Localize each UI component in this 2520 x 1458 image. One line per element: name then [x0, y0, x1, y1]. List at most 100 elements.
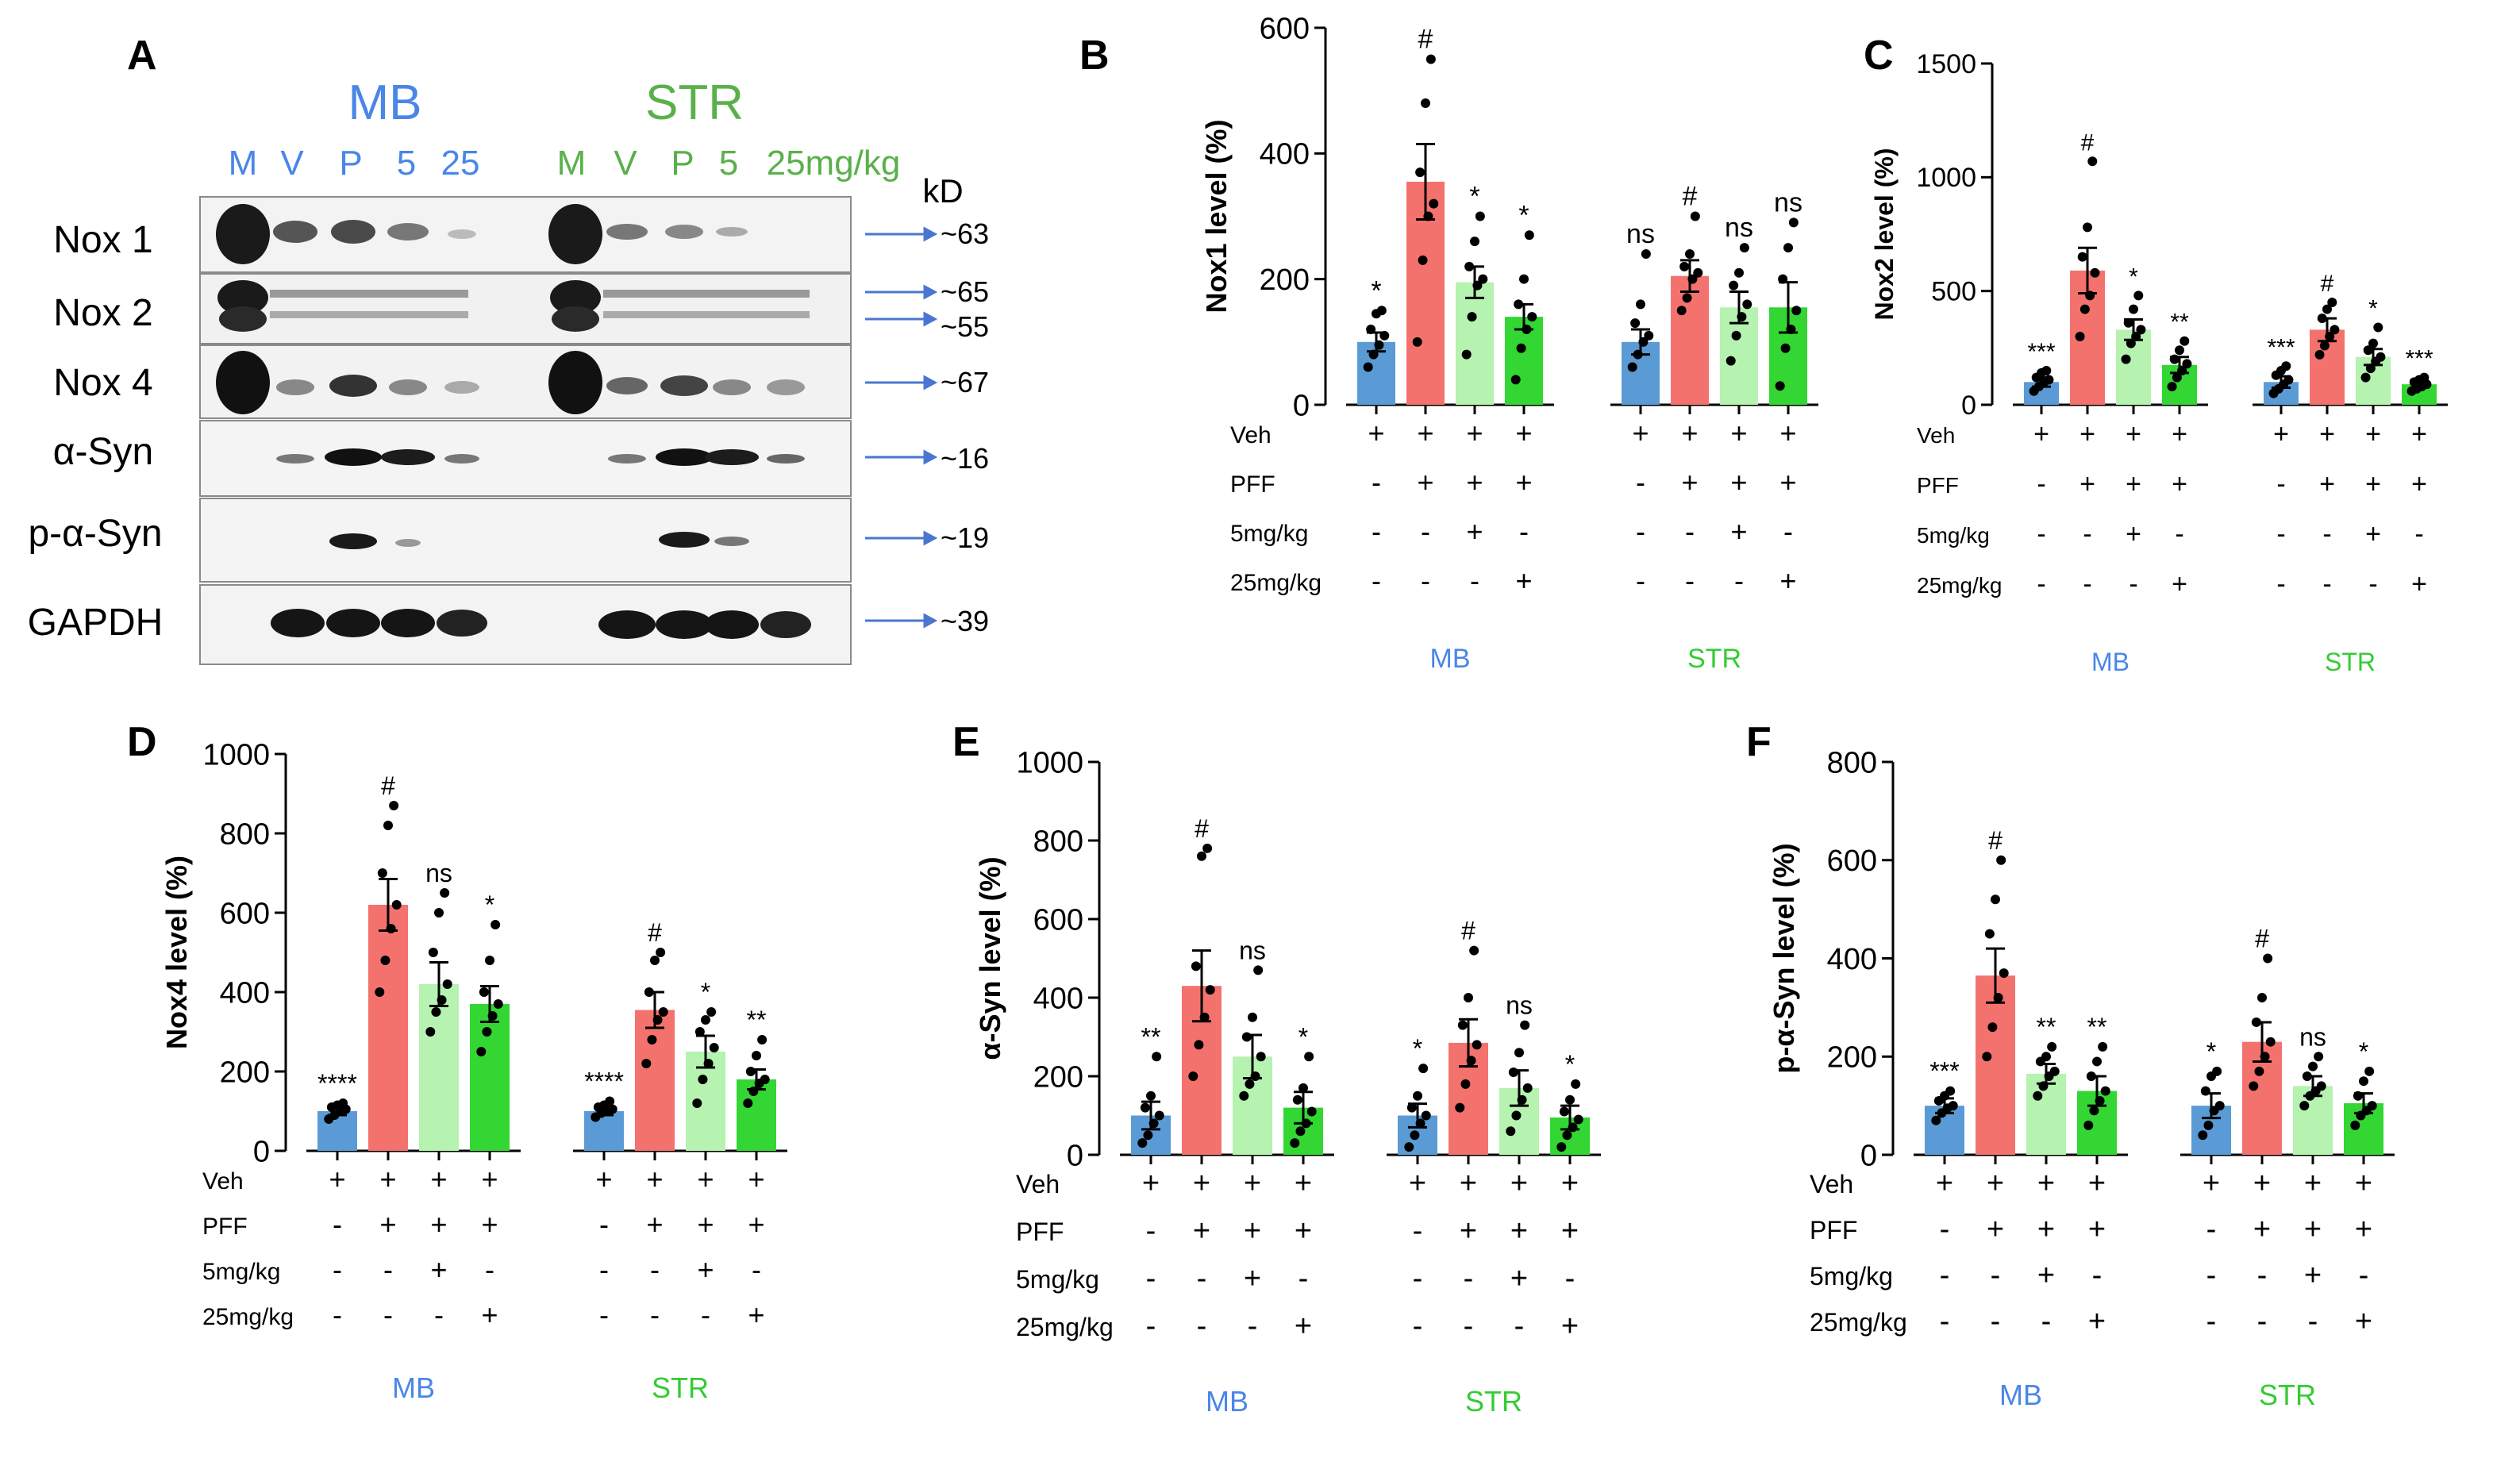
treatment-sign: +	[1466, 417, 1483, 449]
data-point	[2251, 1017, 2261, 1027]
data-point	[1472, 1040, 1482, 1050]
blot-row-label: p-α-Syn	[28, 513, 162, 555]
data-point	[2133, 290, 2144, 301]
data-point	[1205, 985, 1215, 995]
data-point	[1948, 1101, 1958, 1111]
data-point	[1984, 929, 1995, 939]
treatment-sign: -	[1372, 564, 1381, 597]
treatment-sign: -	[2175, 519, 2183, 549]
significance-label: ns	[1626, 219, 1655, 249]
data-point	[1199, 1012, 1210, 1022]
blot-lane-label: V	[280, 144, 304, 183]
treatment-sign: +	[1510, 1167, 1528, 1200]
data-point	[701, 1015, 710, 1025]
data-point	[1993, 993, 2003, 1002]
significance-label: ns	[1239, 936, 1266, 964]
data-point	[703, 1059, 714, 1068]
treatment-sign: -	[1413, 1310, 1423, 1343]
data-point	[1527, 312, 1537, 322]
treatment-sign: -	[1636, 564, 1645, 597]
blot-bands	[216, 204, 811, 639]
treatment-sign: +	[2172, 419, 2187, 449]
treatment-sign: -	[2414, 519, 2423, 549]
treatment-sign: +	[2365, 469, 2381, 499]
treatment-sign: -	[2083, 569, 2091, 599]
data-point	[1429, 198, 1439, 209]
data-point	[1679, 261, 1690, 271]
data-point	[2281, 361, 2291, 371]
data-point	[482, 1027, 492, 1037]
data-point	[377, 868, 387, 878]
significance-label: #	[1988, 826, 2003, 855]
data-point	[650, 956, 660, 965]
significance-label: #	[1461, 917, 1475, 945]
data-point	[1999, 968, 2009, 979]
data-point	[2175, 345, 2184, 356]
data-point	[1457, 1020, 1468, 1030]
data-point	[745, 1067, 756, 1076]
data-point	[1368, 349, 1379, 360]
treatment-sign: +	[2411, 469, 2427, 499]
data-point	[2322, 304, 2332, 314]
data-point	[2033, 1091, 2043, 1101]
y-tick-label: 200	[220, 1056, 270, 1089]
significance-label: #	[381, 771, 395, 800]
treatment-sign: +	[1417, 466, 1433, 498]
y-tick-label: 200	[1260, 264, 1310, 297]
significance-label: **	[747, 1006, 767, 1034]
treatment-sign: +	[1681, 417, 1698, 449]
y-tick-label: 400	[1260, 138, 1310, 171]
data-point	[1466, 1056, 1476, 1066]
treatment-sign: -	[1298, 1262, 1309, 1295]
data-point	[1455, 1102, 1465, 1113]
group-label: STR	[2259, 1379, 2316, 1411]
data-point	[2177, 366, 2187, 375]
treatment-sign: -	[599, 1208, 609, 1241]
treatment-sign: +	[2253, 1167, 2271, 1200]
blot-row-label: Nox 4	[53, 362, 152, 404]
treatment-sign: -	[1372, 466, 1381, 498]
treatment-sign: +	[1460, 1167, 1477, 1200]
treatment-sign: +	[2355, 1305, 2372, 1338]
treatment-sign: -	[2257, 1259, 2268, 1292]
treatment-sign: -	[383, 1253, 393, 1286]
blot-kd-label: kD	[922, 172, 963, 210]
data-point	[706, 1007, 717, 1017]
blot-row-label: α-Syn	[53, 431, 153, 473]
blot-lane-label: M	[557, 144, 587, 183]
treatment-sign: -	[2037, 519, 2045, 549]
treatment-sign: +	[481, 1208, 498, 1241]
treatment-sign: +	[2126, 519, 2141, 549]
data-point	[1191, 961, 1201, 971]
treatment-row-label: 5mg/kg	[202, 1259, 280, 1285]
treatment-sign: +	[1466, 466, 1483, 498]
data-point	[1510, 375, 1521, 385]
treatment-sign: -	[2206, 1305, 2217, 1338]
blot-strips	[199, 196, 852, 665]
data-point	[2376, 352, 2386, 362]
data-point	[752, 1051, 761, 1060]
data-point	[698, 1075, 708, 1084]
treatment-sign: +	[1779, 417, 1796, 449]
treatment-sign: +	[1779, 466, 1796, 498]
panel-letter-e: E	[952, 719, 980, 765]
group-label: MB	[1999, 1379, 2042, 1411]
treatment-sign: +	[1561, 1214, 1579, 1248]
data-point	[2308, 1061, 2318, 1071]
treatment-sign: +	[2319, 469, 2335, 499]
data-point	[2136, 325, 2146, 335]
data-point	[1194, 1040, 1204, 1050]
data-point	[380, 956, 391, 965]
treatment-sign: +	[1460, 1214, 1477, 1248]
treatment-row-label: PFF	[1810, 1216, 1857, 1244]
data-point	[1676, 306, 1687, 316]
data-point	[2265, 1037, 2276, 1047]
data-point	[1945, 1086, 1956, 1096]
data-point	[2077, 252, 2087, 262]
data-point	[1568, 1122, 1578, 1133]
treatment-sign: -	[1197, 1310, 1207, 1343]
data-point	[2367, 1101, 2377, 1111]
data-point	[476, 1047, 487, 1056]
treatment-sign: +	[2411, 569, 2427, 599]
significance-label: ***	[2027, 339, 2055, 365]
